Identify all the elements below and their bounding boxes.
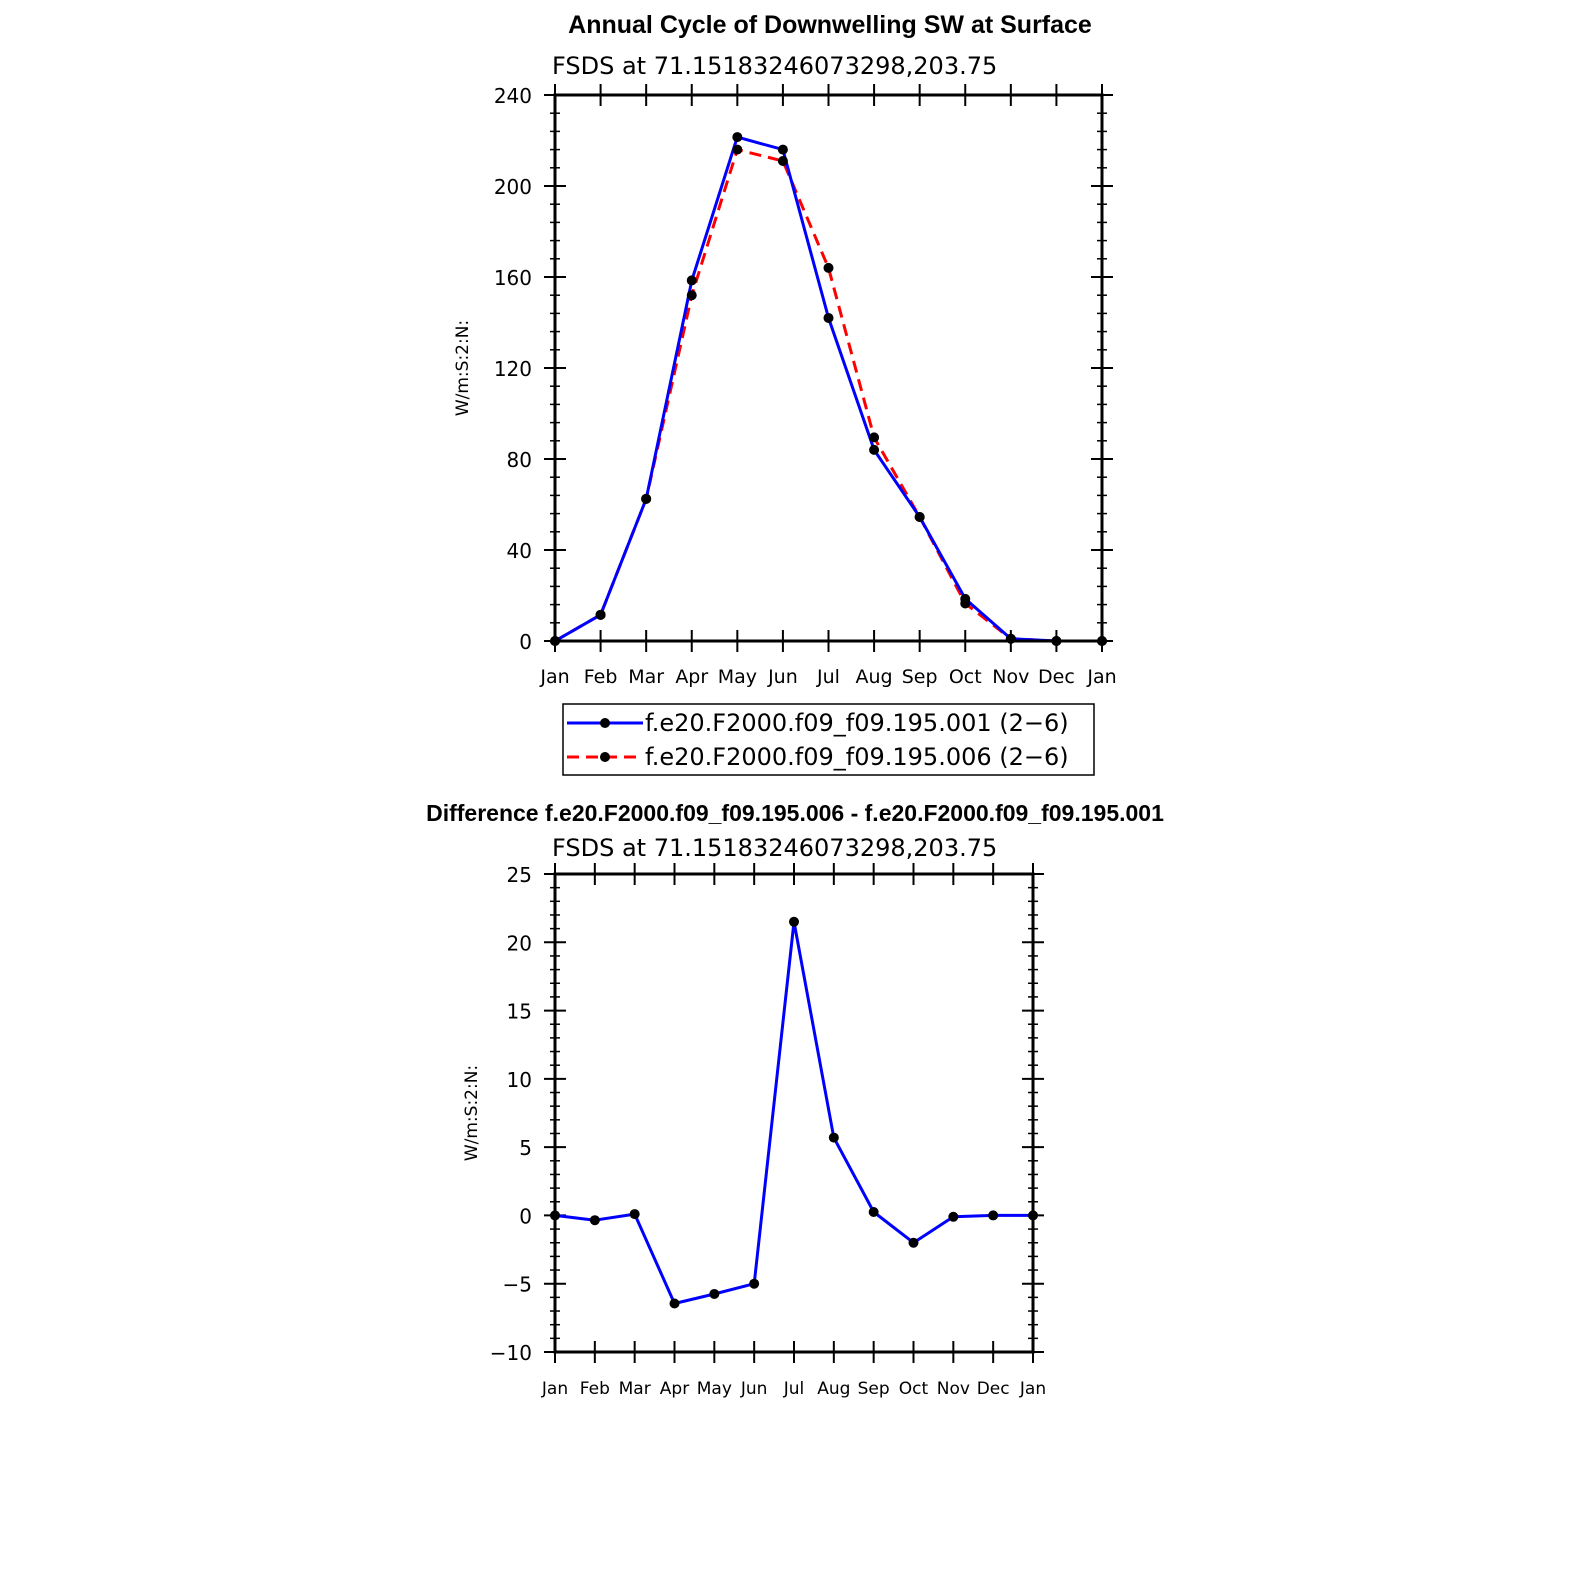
data-point-series-2 [686,290,697,301]
y-tick-label: 40 [507,539,532,563]
data-point-series-1 [641,493,652,504]
x-tick-label: Nov [937,1379,970,1399]
data-point-series-1 [777,144,788,155]
x-tick-label: May [718,666,757,688]
x-tick-label: Jun [767,666,798,688]
x-tick-label: Oct [949,666,982,688]
axis-ticks: 0 40 80 120 160 200 240 Jan Feb Mar Apr May Jun Jul Au… [494,84,1117,688]
series-line-1 [554,135,1102,643]
annual-cycle-chart: Annual Cycle of Downwelling SW at Surfac… [453,11,1117,776]
y-axis-label: W/m:S:2:N: [462,1065,482,1161]
data-point-series-1 [960,593,971,604]
data-point-series-2 [823,262,834,273]
y-tick-label: 20 [507,931,532,955]
axis-ticks: −10 −5 0 5 10 15 20 25 Jan Feb Mar Apr May Jun Jul Aug S… [490,863,1046,1399]
y-tick-label: 5 [519,1136,532,1160]
data-point-series-1 [988,1210,999,1221]
y-tick-label: 25 [507,863,532,887]
x-tick-label: Jul [783,1379,805,1399]
data-point-series-1 [595,609,606,620]
x-tick-label: Aug [856,666,893,688]
difference-chart: Difference f.e20.F2000.f09_f09.195.006 -… [426,800,1164,1399]
x-tick-label: Jan [541,1379,568,1399]
y-tick-label: 240 [494,84,532,108]
chart-subtitle: FSDS at 71.15183246073298,203.75 [552,52,997,80]
data-point-series-1 [789,916,799,927]
y-tick-label: 15 [507,1000,532,1024]
x-tick-label: Jun [740,1379,768,1399]
series-group [550,916,1038,1309]
legend-box [562,703,1095,776]
series-line-1 [554,920,1033,1305]
y-tick-label: 0 [519,630,532,654]
x-tick-label: Aug [817,1379,850,1399]
y-tick-label: 160 [494,266,532,290]
x-tick-label: Sep [858,1379,890,1399]
data-point-series-1 [823,312,834,323]
data-point-series-1 [629,1209,640,1220]
data-point-series-1 [669,1298,680,1309]
plot-frame [553,93,1104,643]
x-tick-label: Jul [816,666,840,688]
series-line-2 [554,148,1102,643]
legend-marker-series-2 [600,752,610,762]
data-point-series-1 [908,1237,919,1248]
x-tick-label: Oct [899,1379,929,1399]
data-point-series-2 [732,144,743,155]
chart-title: Annual Cycle of Downwelling SW at Surfac… [568,11,1092,39]
x-tick-label: Apr [675,666,708,688]
data-point-series-1 [589,1215,600,1226]
series-group [550,132,1107,646]
x-tick-label: Mar [628,666,664,688]
legend-marker-series-1 [600,718,610,728]
chart-subtitle: FSDS at 71.15183246073298,203.75 [552,834,997,862]
y-tick-label: 10 [507,1068,532,1092]
data-point-series-1 [749,1278,760,1289]
x-tick-label: Dec [1038,666,1075,688]
y-tick-label: 120 [494,357,532,381]
data-point-series-1 [869,444,880,455]
x-tick-label: Feb [584,666,618,688]
x-tick-label: Nov [992,666,1029,688]
y-tick-label: 0 [519,1204,532,1228]
y-tick-label: −10 [490,1341,532,1365]
data-point-series-2 [869,432,880,443]
legend-label-series-1: f.e20.F2000.f09_f09.195.001 (2−6) [645,709,1069,737]
x-tick-label: Jan [539,666,569,688]
x-tick-label: May [697,1379,732,1399]
y-tick-label: 200 [494,175,532,199]
y-tick-label: −5 [503,1273,532,1297]
chart-title: Difference f.e20.F2000.f09_f09.195.006 -… [426,800,1164,826]
x-tick-label: Apr [660,1379,689,1399]
legend-label-series-2: f.e20.F2000.f09_f09.195.006 (2−6) [645,743,1069,771]
x-tick-label: Jan [1086,666,1116,688]
data-point-series-1 [709,1288,720,1299]
data-point-series-1 [914,512,925,523]
x-tick-label: Dec [977,1379,1010,1399]
data-point-series-1 [686,275,697,286]
data-point-series-1 [732,132,743,143]
x-tick-label: Feb [580,1379,610,1399]
x-tick-label: Sep [902,666,938,688]
data-point-series-1 [948,1211,959,1222]
plot-frame [553,872,1035,1354]
legend: f.e20.F2000.f09_f09.195.001 (2−6) f.e20.… [562,703,1095,776]
y-tick-label: 80 [507,448,532,472]
x-tick-label: Jan [1019,1379,1046,1399]
data-point-series-1 [828,1132,839,1143]
data-point-series-1 [868,1207,879,1218]
data-point-series-2 [777,155,788,166]
x-tick-label: Mar [619,1379,651,1399]
y-axis-label: W/m:S:2:N: [453,320,473,416]
